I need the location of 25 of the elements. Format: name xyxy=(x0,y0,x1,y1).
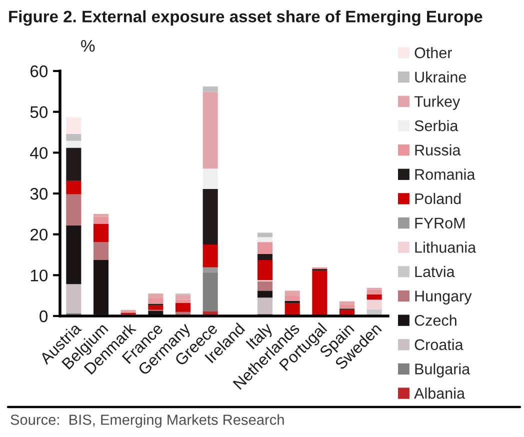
y-tick-label: 50 xyxy=(30,106,48,118)
y-tick-label: 40 xyxy=(30,147,48,159)
legend-label: Czech xyxy=(414,314,456,326)
y-tick-label: 10 xyxy=(30,270,48,282)
y-tick-label: 0 xyxy=(40,310,48,322)
legend-label: Turkey xyxy=(414,96,460,110)
legend-label: Bulgaria xyxy=(415,363,470,378)
y-axis-title: % xyxy=(81,40,95,52)
legend-label: Ukraine xyxy=(415,71,466,83)
legend-label: Poland xyxy=(415,192,461,204)
legend-label: Hungary xyxy=(415,290,472,304)
legend-label: Latvia xyxy=(415,266,455,278)
legend-label: Lithuania xyxy=(415,242,476,253)
legend-label: Romania xyxy=(415,168,476,180)
legend-label: Albania xyxy=(414,388,466,399)
y-tick-label: 20 xyxy=(30,228,48,241)
chart-title: Figure 2. External exposure asset share of Emerging Europe xyxy=(9,10,482,26)
y-tick-label: 60 xyxy=(30,65,48,78)
source-note: Source: BIS, Emerging Markets Research xyxy=(10,414,284,428)
legend-label: Serbia xyxy=(414,120,458,132)
legend-label: Russia xyxy=(415,144,461,156)
legend-label: Croatia xyxy=(414,338,464,350)
legend-label: FYRoM xyxy=(415,218,465,228)
y-tick-label: 30 xyxy=(30,188,48,200)
legend-label: Other xyxy=(414,47,452,58)
